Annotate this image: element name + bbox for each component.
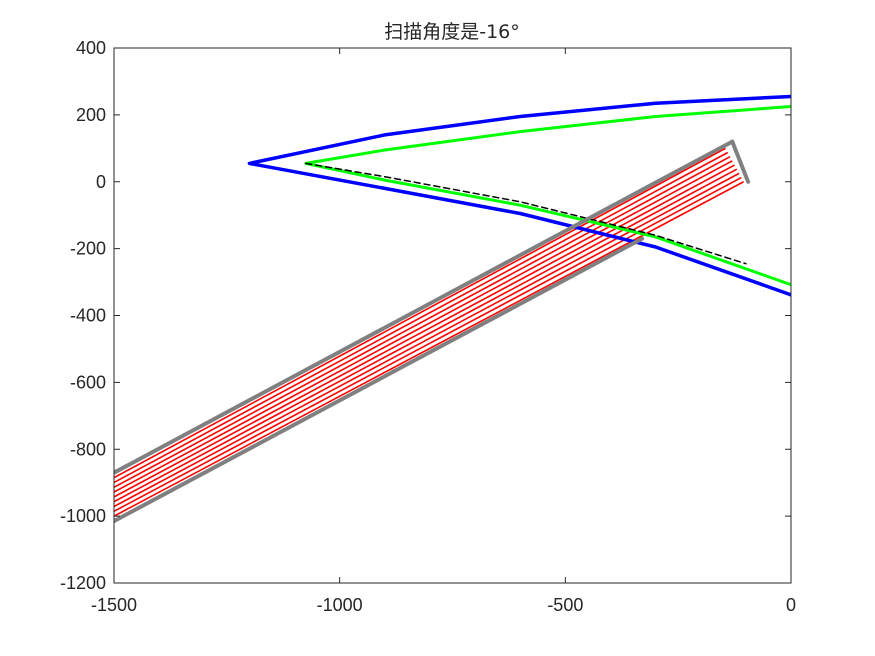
series-layer xyxy=(114,94,791,524)
reference-dashed-line xyxy=(305,162,747,265)
ray-line-6 xyxy=(114,168,738,503)
outer-reflector-line xyxy=(247,94,791,297)
ray-line-7 xyxy=(114,172,740,508)
y-tick-label: -600 xyxy=(70,372,106,392)
ray-line-2 xyxy=(114,151,729,484)
chart-title: 扫描角度是-16° xyxy=(384,21,520,43)
ray-line-9 xyxy=(114,181,744,517)
x-tick-label: 0 xyxy=(786,595,796,615)
x-tick-label: -1500 xyxy=(91,595,137,615)
y-tick-label: -1000 xyxy=(60,506,106,526)
tick-layer: -1500 -1000 -500 0 -1200 -1000 -800 -600 -400 -20… xyxy=(60,38,796,615)
y-tick-label: 200 xyxy=(76,105,106,125)
x-tick-label: -500 xyxy=(547,595,583,615)
y-tick-label: -400 xyxy=(70,306,106,326)
ray-line-4 xyxy=(114,160,733,493)
ray-line-1 xyxy=(114,147,726,479)
y-tick-label: 400 xyxy=(76,38,106,58)
ray-line-3 xyxy=(114,155,731,488)
beam-bottom-edge-line xyxy=(114,236,645,524)
x-tick-label: -1000 xyxy=(317,595,363,615)
beam-top-edge-line xyxy=(114,139,735,475)
y-tick-label: 0 xyxy=(96,172,106,192)
beam-end-cap-line xyxy=(730,139,751,184)
ray-line-5 xyxy=(114,164,735,498)
y-tick-label: -1200 xyxy=(60,573,106,593)
y-tick-label: -800 xyxy=(70,439,106,459)
y-tick-label: -200 xyxy=(70,239,106,259)
